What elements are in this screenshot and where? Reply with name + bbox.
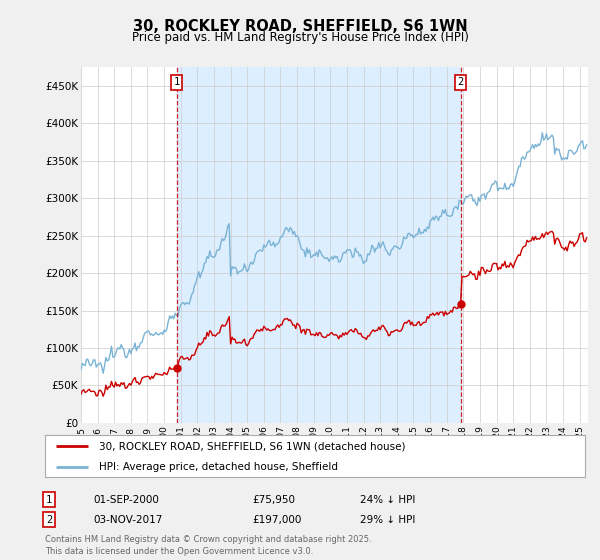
Text: £197,000: £197,000 bbox=[252, 515, 301, 525]
Text: 30, ROCKLEY ROAD, SHEFFIELD, S6 1WN: 30, ROCKLEY ROAD, SHEFFIELD, S6 1WN bbox=[133, 19, 467, 34]
Text: 1: 1 bbox=[46, 494, 52, 505]
Text: Contains HM Land Registry data © Crown copyright and database right 2025.
This d: Contains HM Land Registry data © Crown c… bbox=[45, 535, 371, 556]
Bar bbox=[176, 67, 461, 423]
Text: HPI: Average price, detached house, Sheffield: HPI: Average price, detached house, Shef… bbox=[99, 461, 338, 472]
Text: 03-NOV-2017: 03-NOV-2017 bbox=[93, 515, 163, 525]
Text: 2: 2 bbox=[46, 515, 52, 525]
Text: 30, ROCKLEY ROAD, SHEFFIELD, S6 1WN (detached house): 30, ROCKLEY ROAD, SHEFFIELD, S6 1WN (det… bbox=[99, 441, 406, 451]
Text: £75,950: £75,950 bbox=[252, 494, 295, 505]
Text: Price paid vs. HM Land Registry's House Price Index (HPI): Price paid vs. HM Land Registry's House … bbox=[131, 31, 469, 44]
Text: 2: 2 bbox=[458, 77, 464, 87]
Text: 01-SEP-2000: 01-SEP-2000 bbox=[93, 494, 159, 505]
Text: 24% ↓ HPI: 24% ↓ HPI bbox=[360, 494, 415, 505]
Text: 1: 1 bbox=[173, 77, 180, 87]
Text: 29% ↓ HPI: 29% ↓ HPI bbox=[360, 515, 415, 525]
